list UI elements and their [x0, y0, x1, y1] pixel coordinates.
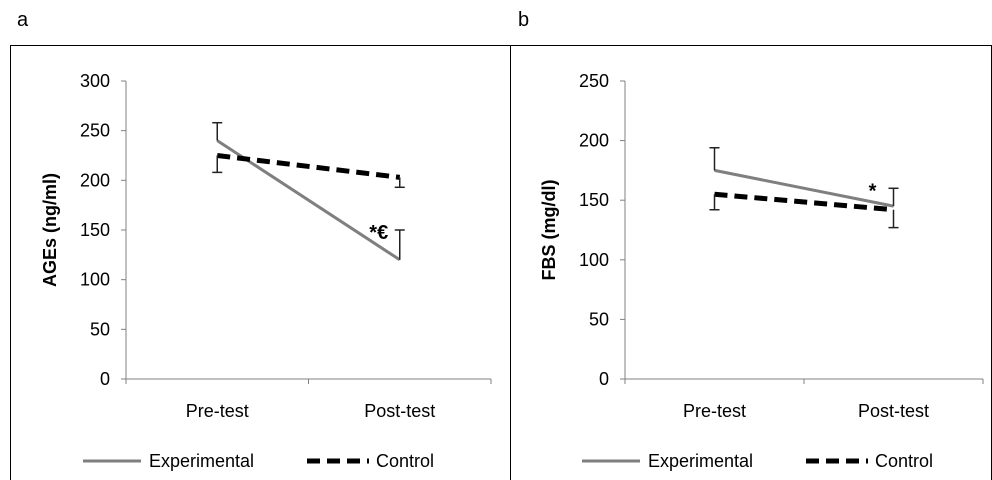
legend-label-control: Control — [875, 451, 933, 471]
panel-label-a: a — [17, 9, 29, 31]
chart-panel-b: 0 50 100 150 200 250 Pre-test Post-test FBS (mg/… — [510, 45, 992, 480]
series-line-control — [216, 153, 401, 180]
chart-b-plot: 0 50 100 150 200 250 Pre-test Post-test FBS (mg/… — [539, 71, 984, 471]
chart-panel-a: 0 50 100 150 200 250 300 Pre-test Post-test AGEs … — [10, 45, 511, 480]
y-tick-label: 100 — [579, 250, 609, 270]
error-bar-control — [212, 155, 223, 174]
error-bar-experimental — [709, 147, 720, 171]
y-tick-label: 50 — [589, 309, 609, 329]
x-tick-label: Pre-test — [683, 401, 746, 421]
y-tick-label: 300 — [80, 71, 110, 91]
panel-label-b: b — [518, 9, 530, 31]
x-tick-label: Pre-test — [186, 401, 249, 421]
y-tick-label: 0 — [599, 369, 609, 389]
error-bar-control — [394, 177, 405, 189]
y-tick-label: 250 — [579, 71, 609, 91]
y-tick-label: 250 — [80, 121, 110, 141]
significance-annotation: * — [869, 180, 877, 202]
error-bar-experimental — [888, 187, 899, 207]
y-tick-label: 100 — [80, 270, 110, 290]
y-tick-label: 200 — [80, 170, 110, 190]
error-bar-experimental — [394, 229, 405, 260]
error-bar-control — [709, 194, 720, 211]
x-tick-label: Post-test — [858, 401, 929, 421]
significance-annotation: *€ — [369, 222, 388, 244]
series-line-experimental — [714, 168, 894, 208]
y-tick-label: 0 — [100, 369, 110, 389]
error-bar-experimental — [212, 121, 223, 141]
legend-label-experimental: Experimental — [149, 451, 254, 471]
chart-a-plot: 0 50 100 150 200 250 300 Pre-test Post-test AGEs … — [40, 71, 492, 471]
series-line-control — [714, 191, 894, 213]
legend-label-control: Control — [376, 451, 434, 471]
y-tick-label: 150 — [579, 190, 609, 210]
legend-label-experimental: Experimental — [648, 451, 753, 471]
error-bar-control — [888, 209, 899, 229]
y-axis-title: FBS (mg/dl) — [539, 180, 559, 281]
y-tick-label: 150 — [80, 220, 110, 240]
y-tick-label: 200 — [579, 131, 609, 151]
x-tick-label: Post-test — [364, 401, 435, 421]
y-axis-title: AGEs (ng/ml) — [40, 173, 60, 287]
y-tick-label: 50 — [90, 319, 110, 339]
